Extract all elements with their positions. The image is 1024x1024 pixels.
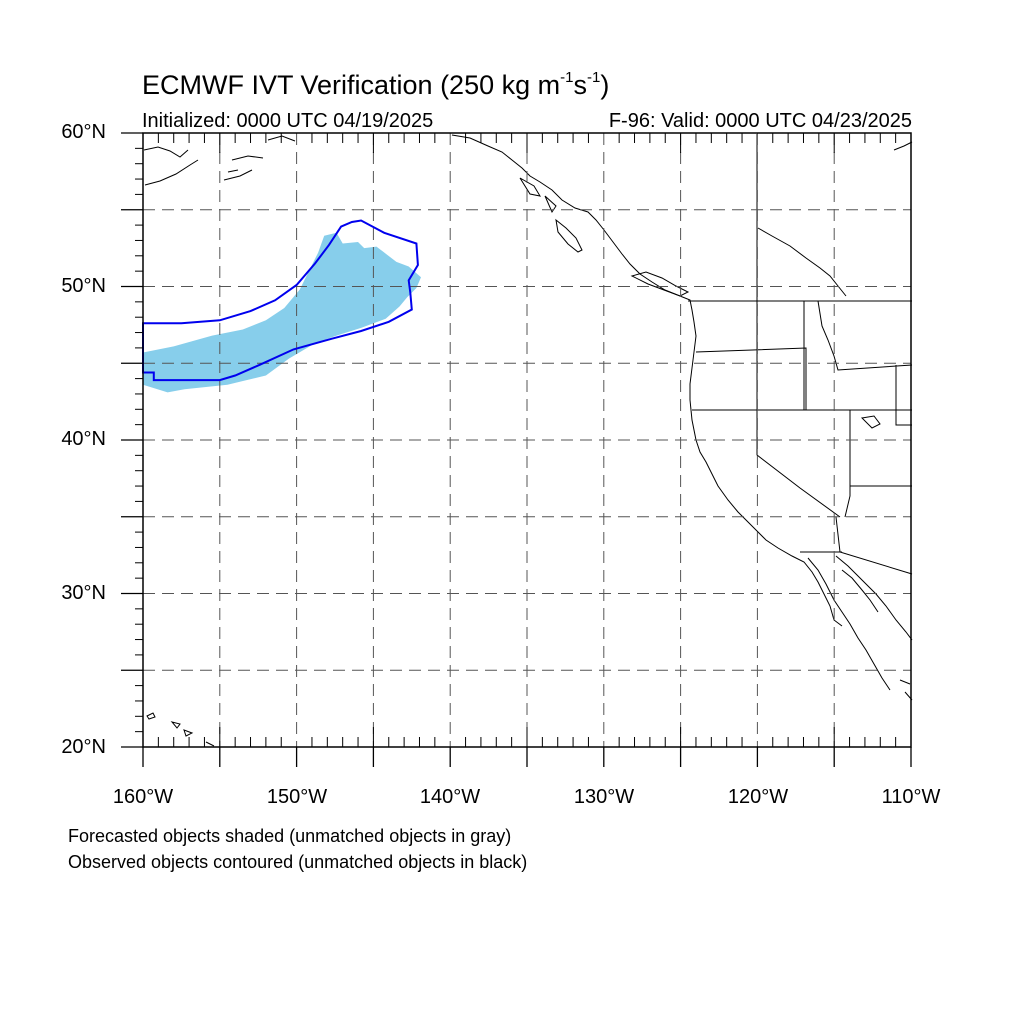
- lon-label-130w: 130°W: [573, 786, 635, 808]
- lat-label-20: 20°N: [61, 736, 106, 758]
- lat-label-30: 30°N: [61, 582, 106, 604]
- forecast-layer: [143, 232, 421, 393]
- observed-note: Observed objects contoured (unmatched ob…: [68, 852, 528, 872]
- lon-label-140w: 140°W: [419, 786, 481, 808]
- lon-label-120w: 120°W: [727, 786, 789, 808]
- valid-time: F-96: Valid: 0000 UTC 04/23/2025: [608, 110, 912, 132]
- figure-title: ECMWF IVT Verification (250 kg m-1s-1): [142, 69, 610, 100]
- geography-layer: [143, 134, 913, 747]
- lat-label-50: 50°N: [61, 275, 106, 297]
- axis-ticks: [121, 132, 912, 767]
- us-state-borders: [692, 134, 913, 575]
- bc-islands: [519, 177, 690, 297]
- gridlines: [143, 133, 911, 747]
- mexico-coastline: [835, 555, 913, 701]
- observed-layer: [142, 219, 419, 382]
- lon-label-110w: 110°W: [881, 786, 941, 808]
- alaska-coastline: [143, 135, 296, 186]
- forecast-ivt-object: [143, 232, 421, 393]
- forecast-note: Forecasted objects shaded (unmatched obj…: [68, 826, 512, 846]
- lon-label-150w: 150°W: [266, 786, 328, 808]
- lon-label-160w: 160°W: [112, 786, 174, 808]
- lat-label-40: 40°N: [61, 428, 106, 450]
- lat-label-60: 60°N: [61, 121, 106, 143]
- baja-coastline: [807, 557, 891, 691]
- observed-ivt-object: [142, 219, 419, 382]
- northern-coastline: [757, 141, 913, 297]
- bc-coastline: [451, 134, 843, 627]
- initialized-time: Initialized: 0000 UTC 04/19/2025: [142, 110, 434, 132]
- lake: [860, 415, 881, 429]
- hawaii-islands: [146, 712, 215, 747]
